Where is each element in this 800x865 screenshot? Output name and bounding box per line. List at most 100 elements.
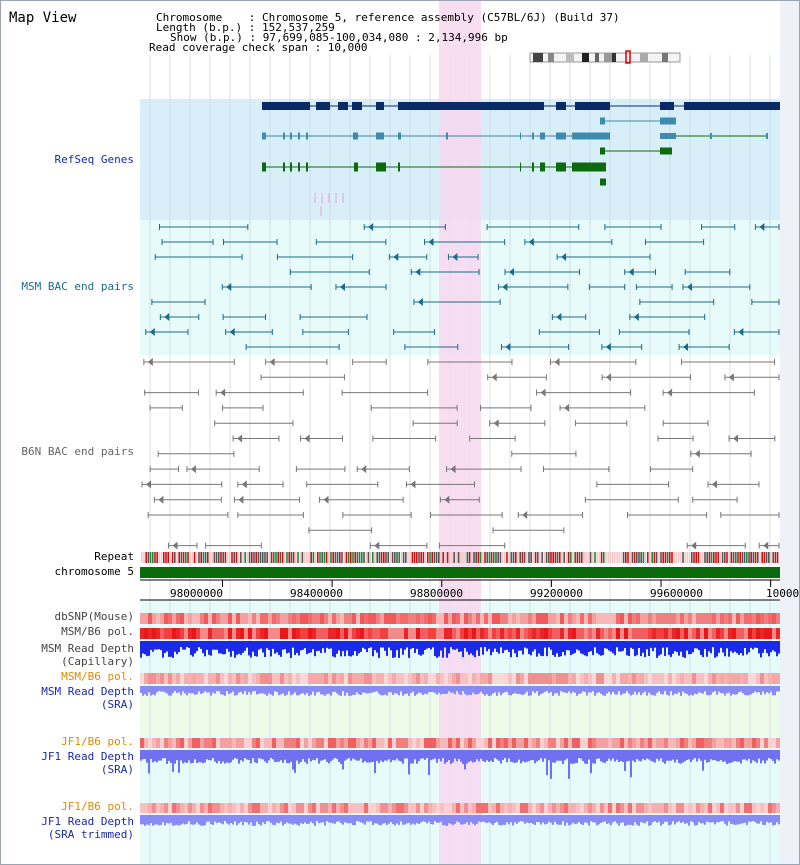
depth-bar: [500, 686, 502, 696]
depth-bar: [664, 686, 666, 692]
msm-pol-sra-label[interactable]: MSM/B6 pol.: [61, 670, 134, 683]
heatmap-cell: [604, 803, 608, 813]
depth-bar: [310, 686, 312, 695]
msm-bac-track-label[interactable]: MSM BAC end pairs: [21, 280, 134, 293]
depth-bar: [636, 750, 638, 760]
heatmap-cell: [208, 673, 212, 684]
repeat-mark: [572, 552, 574, 563]
depth-bar: [744, 641, 746, 648]
heatmap-cell: [512, 628, 516, 639]
heatmap-cell: [536, 803, 540, 813]
depth-bar: [180, 750, 182, 761]
depth-bar: [676, 641, 678, 653]
jf1-pol-label[interactable]: JF1/B6 pol.: [61, 735, 134, 748]
depth-bar: [606, 641, 608, 649]
heatmap-cell: [352, 613, 356, 624]
heatmap-cell: [420, 628, 424, 639]
msm-depth-capillary-label[interactable]: MSM Read Depth: [41, 642, 134, 655]
heatmap-cell: [312, 613, 316, 624]
heatmap-cell: [588, 738, 592, 748]
heatmap-cell: [244, 613, 248, 624]
repeat-mark: [398, 552, 400, 563]
heatmap-cell: [348, 673, 352, 684]
depth-bar: [756, 750, 758, 763]
depth-bar: [206, 641, 208, 650]
b6n-bac-track-label[interactable]: B6N BAC end pairs: [21, 445, 134, 458]
refseq-gene-models[interactable]: [262, 102, 780, 216]
selection-highlight[interactable]: [439, 0, 481, 865]
depth-bar: [420, 750, 422, 759]
depth-bar: [542, 815, 544, 823]
heatmap-cell: [604, 738, 608, 748]
depth-bar: [584, 641, 586, 656]
heatmap-cell: [156, 628, 160, 639]
heatmap-cell: [528, 673, 532, 684]
refseq-track-label[interactable]: RefSeq Genes: [54, 153, 134, 166]
jf1-depth-sra-label[interactable]: JF1 Read Depth: [41, 750, 134, 763]
repeat-mark: [266, 552, 268, 563]
jf1-depth-trimmed-label[interactable]: JF1 Read Depth: [41, 815, 134, 828]
depth-bar: [374, 686, 376, 692]
depth-bar: [630, 815, 632, 825]
depth-bar: [332, 641, 334, 657]
dbsnp-track-label[interactable]: dbSNP(Mouse): [54, 610, 134, 623]
heatmap-cell: [580, 613, 584, 624]
depth-bar: [496, 641, 498, 652]
heatmap-cell: [240, 738, 244, 748]
depth-bar: [718, 686, 720, 692]
depth-bar: [756, 641, 758, 648]
heatmap-cell: [568, 738, 572, 748]
depth-bar: [590, 686, 592, 693]
jf1-pol-trimmed-label[interactable]: JF1/B6 pol.: [61, 800, 134, 813]
depth-bar: [410, 641, 412, 649]
depth-bar: [168, 750, 170, 761]
depth-bar: [678, 750, 680, 764]
chromosome-track-label[interactable]: chromosome 5: [54, 565, 134, 578]
show-range-info: Show (b.p.) : 97,699,085-100,034,080 : 2…: [170, 31, 508, 44]
msm-bac-pairs[interactable]: [145, 223, 780, 351]
depth-bar: [326, 686, 328, 695]
depth-bar: [190, 641, 192, 656]
depth-bar: [414, 641, 416, 653]
depth-bar: [416, 750, 418, 764]
depth-bar: [768, 750, 770, 759]
depth-bar: [536, 750, 538, 762]
heatmap-cell: [612, 613, 616, 624]
heatmap-cell: [728, 613, 732, 624]
depth-bar: [742, 686, 744, 694]
heatmap-cell: [308, 673, 312, 684]
depth-bar: [458, 641, 460, 652]
gene-exon: [306, 132, 308, 140]
chromosome-bar[interactable]: [140, 567, 780, 578]
heatmap-cell: [324, 738, 328, 748]
depth-bar: [634, 686, 636, 692]
depth-bar: [514, 641, 516, 654]
depth-bar: [610, 641, 612, 652]
msm-pol-track-label[interactable]: MSM/B6 pol.: [61, 625, 134, 638]
heatmap-cell: [744, 613, 748, 624]
depth-bar: [316, 750, 318, 759]
repeat-mark: [262, 552, 264, 563]
heatmap-cell: [416, 613, 420, 624]
heatmap-cell: [300, 738, 304, 748]
chromosome-ideogram[interactable]: [529, 50, 681, 64]
depth-bar: [708, 641, 710, 652]
depth-bar: [584, 750, 586, 764]
depth-bar: [462, 641, 464, 658]
msm-depth-sra-label[interactable]: MSM Read Depth: [41, 685, 134, 698]
heatmap-cell: [764, 628, 768, 639]
depth-bar: [436, 686, 438, 695]
depth-bar: [464, 641, 466, 649]
repeat-track-label[interactable]: Repeat: [94, 550, 134, 563]
depth-bar: [254, 815, 256, 826]
heatmap-cell: [552, 673, 556, 684]
heatmap-cell: [760, 673, 764, 684]
heatmap-cell: [756, 803, 760, 813]
heatmap-cell: [604, 673, 608, 684]
heatmap-cell: [560, 803, 564, 813]
repeat-mark: [259, 552, 262, 563]
b6n-bac-pairs[interactable]: [141, 358, 780, 550]
depth-bar: [706, 750, 708, 763]
depth-bar: [592, 815, 594, 823]
repeat-mark: [515, 552, 517, 563]
